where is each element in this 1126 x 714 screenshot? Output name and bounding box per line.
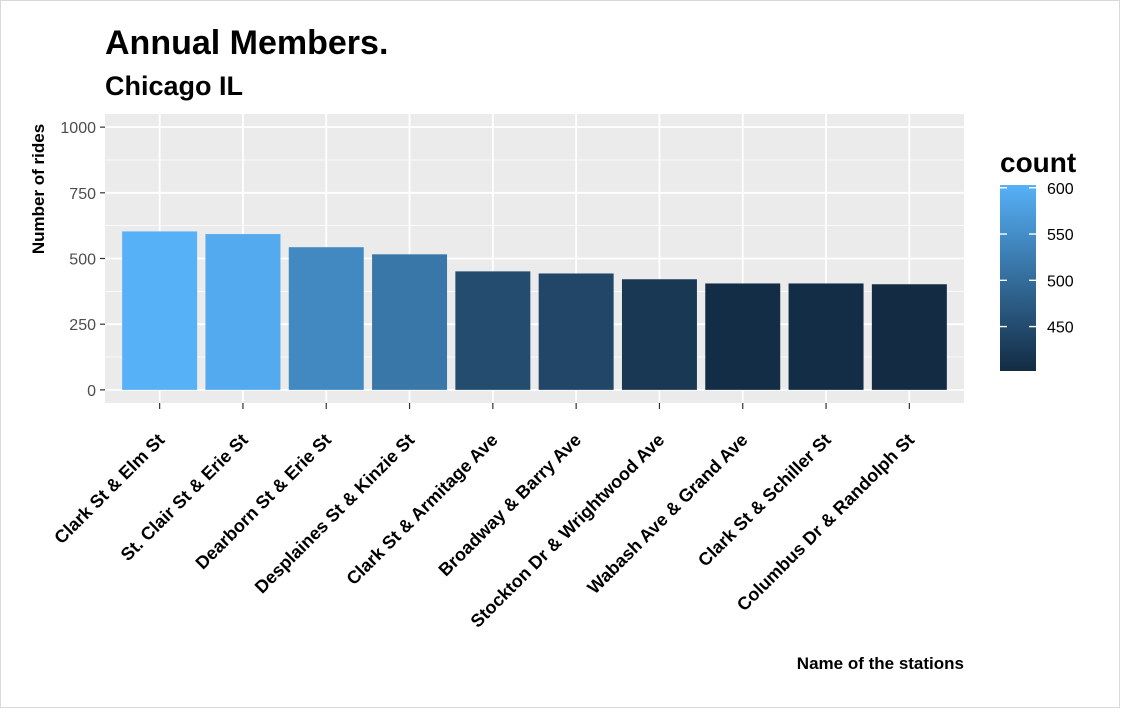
y-tick-label: 750 <box>69 186 96 203</box>
x-tick-label: Clark St & Armitage Ave <box>343 430 502 589</box>
y-axis: 0 250 500 750 1000 <box>60 120 105 400</box>
x-tick-label: Broadway & Barry Ave <box>435 430 585 580</box>
x-tick-label: Columbus Dr & Randolph St <box>733 430 918 615</box>
x-tick-label: Wabash Ave & Grand Ave <box>583 430 751 598</box>
legend-tick-label: 450 <box>1047 320 1074 337</box>
legend-colorbar <box>1000 185 1036 371</box>
legend: count 450 500 550 600 <box>1000 147 1076 371</box>
y-tick-label: 500 <box>69 252 96 269</box>
x-axis-title: Name of the stations <box>797 654 964 673</box>
legend-tick-label: 500 <box>1047 273 1074 290</box>
legend-tick-label: 600 <box>1047 181 1074 198</box>
legend-title: count <box>1000 147 1076 178</box>
y-axis-title: Number of rides <box>29 124 48 254</box>
chart-title: Annual Members. <box>105 24 388 62</box>
bar-9 <box>788 283 864 390</box>
bar-4 <box>372 254 448 390</box>
x-tick-label: Desplaines St & Kinzie St <box>251 430 419 598</box>
bar-6 <box>538 273 614 390</box>
bar-7 <box>621 279 697 390</box>
bar-2 <box>205 234 281 390</box>
bar-10 <box>871 284 947 390</box>
bar-3 <box>288 247 364 390</box>
y-tick-label: 250 <box>69 317 96 334</box>
y-tick-label: 0 <box>87 383 96 400</box>
bar-8 <box>705 283 781 390</box>
bar-5 <box>455 271 531 390</box>
x-tick-label: Dearborn St & Erie St <box>192 430 336 574</box>
bars <box>122 231 947 390</box>
bar-1 <box>122 231 198 390</box>
y-tick-label: 1000 <box>60 120 96 137</box>
legend-tick-label: 550 <box>1047 227 1074 244</box>
chart-subtitle: Chicago IL <box>105 71 243 101</box>
